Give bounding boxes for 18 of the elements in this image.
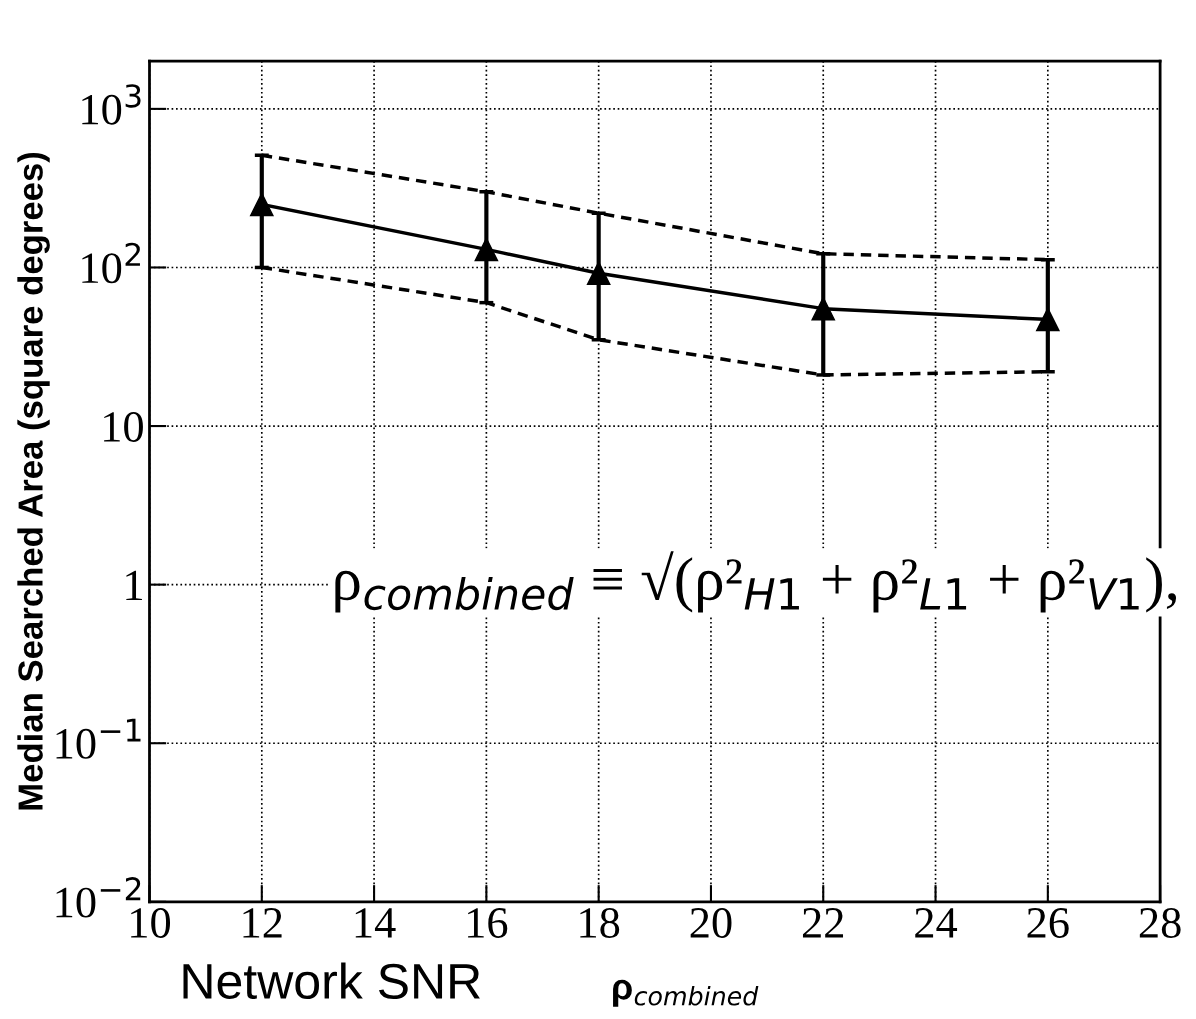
x-tick-label: 18 bbox=[580, 907, 620, 938]
x-tick-label: 24 bbox=[915, 908, 958, 938]
y-tick-label: 1 bbox=[126, 570, 142, 601]
x-tick-label: 16 bbox=[468, 908, 508, 938]
text: ρ$_{combined}$ ≡ √(ρ²$_{H1}$ + ρ²$_{L1}$ + ρ²$_{V1}$), bbox=[335, 551, 1177, 613]
x-tick-label: 20 bbox=[690, 907, 732, 938]
y-tick-label: 10$^{3}$ bbox=[82, 84, 141, 125]
y-tick-label: 10$^{−1}$ bbox=[56, 718, 141, 759]
x-axis-title: ρ$_{combined}$ bbox=[613, 979, 759, 1007]
y-tick-label: 10$^{2}$ bbox=[82, 242, 140, 284]
x-tick-label: 14 bbox=[355, 908, 396, 938]
x-tick-label: 28 bbox=[1139, 907, 1181, 938]
x-tick-label: 22 bbox=[802, 908, 844, 938]
text: Network SNR bbox=[183, 962, 480, 1000]
x-tick-label: 26 bbox=[1027, 908, 1069, 938]
y-axis-title: Median Searched Area (square degrees) bbox=[17, 152, 50, 810]
y-tick-label: 10 bbox=[104, 411, 143, 442]
x-tick-label: 12 bbox=[243, 908, 282, 938]
